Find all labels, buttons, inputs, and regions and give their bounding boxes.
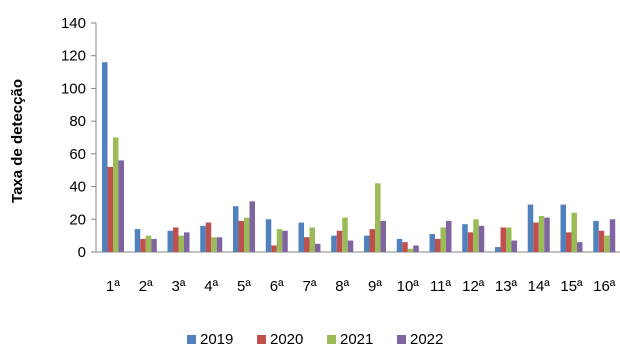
bar-2019-11 <box>429 234 435 252</box>
bar-2021-1 <box>113 137 119 252</box>
bar-2022-12 <box>478 225 485 252</box>
legend-label-2019: 2019 <box>200 331 233 348</box>
x-category-label: 14ª <box>528 278 551 295</box>
x-category-label: 16ª <box>593 278 616 295</box>
bar-2022-7 <box>315 243 321 252</box>
bar-2020-11 <box>435 238 441 252</box>
y-tick-label: 80 <box>69 113 86 130</box>
bar-2020-15 <box>566 232 572 252</box>
bar-2021-16 <box>604 235 610 252</box>
bar-2022-6 <box>282 230 288 252</box>
bar-2022-14 <box>544 217 550 252</box>
x-category-label: 7ª <box>303 278 317 295</box>
bar-2019-8 <box>331 235 337 252</box>
bar-2019-3 <box>167 230 173 252</box>
bar-2020-16 <box>598 230 605 252</box>
bar-2021-8 <box>342 217 348 252</box>
bar-2020-4 <box>205 222 212 252</box>
bar-2019-14 <box>527 204 534 252</box>
bar-2020-6 <box>271 245 277 252</box>
x-category-label: 12ª <box>462 278 485 295</box>
bar-2019-5 <box>233 206 239 252</box>
y-tick-label: 0 <box>78 244 86 261</box>
bar-2021-11 <box>440 227 446 252</box>
bar-2020-1 <box>107 166 113 252</box>
bar-2021-9 <box>375 183 381 252</box>
bar-2022-2 <box>151 238 157 252</box>
bar-2019-12 <box>462 224 468 252</box>
bar-2022-8 <box>347 240 354 252</box>
bar-2019-7 <box>298 222 304 252</box>
y-tick-label: 60 <box>69 146 86 163</box>
legend-swatch-2020 <box>257 335 266 344</box>
bar-2022-1 <box>118 160 124 252</box>
y-tick-label: 100 <box>61 80 86 97</box>
bar-2022-9 <box>380 220 386 252</box>
y-tick-label: 120 <box>61 48 86 65</box>
bar-2020-8 <box>336 230 343 252</box>
bar-2020-2 <box>140 238 146 252</box>
bar-2019-4 <box>200 225 206 252</box>
bar-2021-12 <box>473 219 479 252</box>
bar-2020-9 <box>369 229 375 252</box>
bar-2022-11 <box>446 220 452 252</box>
legend-label-2020: 2020 <box>270 331 303 348</box>
bar-2022-10 <box>413 245 419 252</box>
x-category-label: 5ª <box>237 278 251 295</box>
legend-label-2021: 2021 <box>340 331 373 348</box>
bar-2022-13 <box>511 240 517 252</box>
bar-2020-12 <box>467 232 474 252</box>
bar-2021-15 <box>571 212 577 252</box>
bar-2021-6 <box>276 229 283 252</box>
bar-2019-2 <box>134 229 141 252</box>
x-category-label: 13ª <box>495 278 518 295</box>
x-category-label: 3ª <box>172 278 186 295</box>
bar-2021-10 <box>407 248 414 252</box>
y-tick-label: 40 <box>69 179 86 196</box>
x-category-label: 2ª <box>139 278 153 295</box>
bar-2021-7 <box>309 227 315 252</box>
bar-2019-15 <box>560 204 566 252</box>
bar-2022-15 <box>577 242 583 252</box>
bar-2020-10 <box>402 242 408 252</box>
bar-2019-9 <box>364 235 370 252</box>
bar-2022-3 <box>184 232 190 252</box>
legend-swatch-2022 <box>397 335 406 344</box>
bar-2019-13 <box>495 247 501 252</box>
bar-2021-13 <box>506 227 512 252</box>
y-tick-label: 140 <box>61 15 86 32</box>
legend-swatch-2021 <box>327 335 336 344</box>
bar-2022-5 <box>249 201 255 252</box>
x-category-label: 4ª <box>204 278 218 295</box>
x-category-label: 10ª <box>397 278 420 295</box>
bar-2020-13 <box>500 227 506 252</box>
x-category-label: 9ª <box>368 278 382 295</box>
legend-label-2022: 2022 <box>410 331 443 348</box>
x-category-label: 11ª <box>430 278 452 295</box>
bar-2020-7 <box>304 237 310 252</box>
bar-2021-2 <box>145 235 152 252</box>
x-category-label: 15ª <box>560 278 583 295</box>
bar-2021-4 <box>211 237 217 252</box>
bar-2020-14 <box>533 222 539 252</box>
bar-2021-3 <box>178 235 184 252</box>
legend-swatch-2019 <box>187 335 196 344</box>
bar-2019-6 <box>265 219 272 252</box>
bar-2020-5 <box>238 220 244 252</box>
x-category-label: 8ª <box>335 278 349 295</box>
bar-2019-10 <box>396 238 403 252</box>
bar-2021-14 <box>538 216 545 252</box>
y-tick-label: 20 <box>69 211 86 228</box>
x-category-label: 6ª <box>270 278 284 295</box>
bar-2019-1 <box>102 62 108 252</box>
x-category-label: 1ª <box>106 278 120 295</box>
bar-2019-16 <box>593 220 599 252</box>
bar-2020-3 <box>173 227 179 252</box>
y-axis-title: Taxa de detecção <box>9 79 26 203</box>
bar-2021-5 <box>244 217 250 252</box>
bar-2022-16 <box>609 219 616 252</box>
bar-2022-4 <box>216 237 223 252</box>
